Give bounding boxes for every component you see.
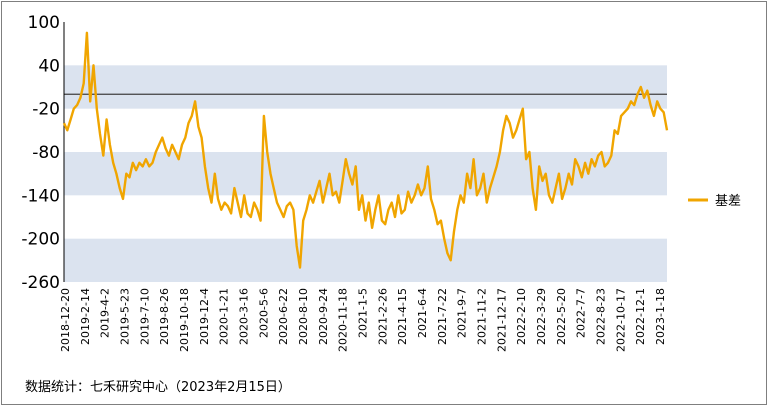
x-tick-label-24: 2022-3-29: [535, 288, 548, 345]
x-tick-label-26: 2022-7-7: [575, 288, 588, 338]
x-tick-label-27: 2022-8-23: [595, 288, 608, 345]
x-tick-label-9: 2020-3-16: [238, 288, 251, 345]
legend-label: 基差: [715, 194, 741, 209]
x-tick-label-25: 2022-5-20: [555, 288, 568, 345]
x-tick-label-20: 2021-9-7: [456, 288, 469, 338]
legend: 基差: [688, 194, 741, 209]
series-line-0: [62, 31, 669, 269]
x-tick-label-4: 2019-7-10: [138, 288, 151, 345]
x-tick-label-13: 2020-9-24: [317, 288, 330, 345]
y-tick-label-4: -140: [21, 186, 60, 206]
x-tick-label-22: 2021-12-17: [495, 288, 508, 352]
x-tick-label-11: 2020-6-22: [277, 288, 290, 345]
x-tick-label-12: 2020-8-10: [297, 288, 310, 345]
x-tick-label-23: 2022-2-10: [515, 288, 528, 345]
plot-area: [62, 22, 669, 282]
x-tick-label-30: 2023-1-18: [654, 288, 667, 345]
y-tick-label-6: -260: [21, 273, 60, 293]
x-tick-label-0: 2018-12-20: [59, 288, 72, 352]
y-tick-label-0: 100: [28, 13, 60, 33]
x-tick-label-5: 2019-8-26: [158, 288, 171, 345]
y-axis-ticks: 100 40 -20 -80 -140 -200 -260: [21, 13, 60, 293]
band-2: [64, 238, 667, 282]
source-note: 数据统计：七禾研究中心（2023年2月15日）: [25, 380, 291, 395]
y-tick-label-5: -200: [21, 230, 60, 250]
x-tick-label-14: 2020-11-18: [337, 288, 350, 352]
y-tick-label-2: -20: [32, 100, 60, 120]
x-tick-label-19: 2021-7-22: [436, 288, 449, 345]
x-tick-label-16: 2021-2-26: [376, 288, 389, 345]
y-tick-label-3: -80: [32, 143, 60, 163]
x-tick-label-29: 2022-12-1: [634, 288, 647, 345]
y-tick-label-1: 40: [38, 56, 60, 76]
x-tick-label-10: 2020-5-6: [257, 288, 270, 338]
x-tick-label-18: 2021-6-4: [416, 288, 429, 338]
x-tick-label-6: 2019-10-18: [178, 288, 191, 352]
x-tick-label-15: 2021-1-5: [357, 288, 370, 338]
x-axis-ticks: 2018-12-20 2019-2-14 2019-4-2 2019-5-23 2019…: [59, 288, 667, 352]
x-tick-label-17: 2021-4-15: [396, 288, 409, 345]
band-0: [64, 65, 667, 109]
x-tick-label-2: 2019-4-2: [99, 288, 112, 338]
band-group: [64, 65, 667, 282]
x-tick-label-7: 2019-12-4: [198, 288, 211, 345]
x-tick-label-28: 2022-10-17: [614, 288, 627, 352]
x-tick-label-21: 2021-11-2: [476, 288, 489, 345]
x-tick-label-1: 2019-2-14: [79, 288, 92, 345]
x-tick-label-3: 2019-5-23: [119, 288, 132, 345]
x-tick-label-8: 2020-1-21: [218, 288, 231, 345]
